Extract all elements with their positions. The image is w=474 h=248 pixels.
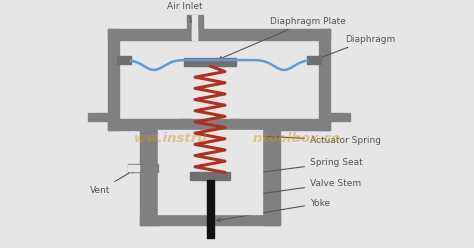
Text: Yoke: Yoke	[217, 199, 330, 222]
Bar	[140, 214, 280, 225]
Bar	[108, 29, 330, 40]
Text: Vent: Vent	[90, 170, 135, 195]
Bar	[330, 113, 350, 121]
Bar	[117, 56, 131, 64]
Bar	[319, 29, 330, 130]
Bar	[88, 113, 108, 121]
Text: Diaphragm: Diaphragm	[318, 35, 395, 59]
Bar	[158, 130, 262, 214]
Bar	[108, 119, 330, 130]
Text: ww.instru          ntoolbox.co: ww.instru ntoolbox.co	[134, 132, 340, 145]
Bar	[207, 180, 214, 238]
Bar	[187, 15, 203, 29]
Text: Actuator Spring: Actuator Spring	[229, 133, 381, 145]
Bar	[262, 130, 280, 225]
Bar	[230, 119, 240, 139]
Bar	[128, 165, 139, 171]
Bar	[128, 164, 158, 172]
Bar	[190, 172, 230, 180]
Bar	[184, 58, 236, 66]
Bar	[307, 56, 321, 64]
Text: Valve Stem: Valve Stem	[217, 179, 361, 201]
Bar	[180, 119, 190, 139]
Bar	[119, 40, 319, 119]
Text: Diaphragm Plate: Diaphragm Plate	[219, 17, 346, 60]
Text: Air Inlet: Air Inlet	[167, 2, 203, 24]
Bar	[140, 130, 158, 225]
Bar	[192, 15, 197, 40]
Bar	[108, 29, 119, 130]
Bar	[192, 29, 197, 40]
Text: Spring Seat: Spring Seat	[234, 158, 363, 177]
